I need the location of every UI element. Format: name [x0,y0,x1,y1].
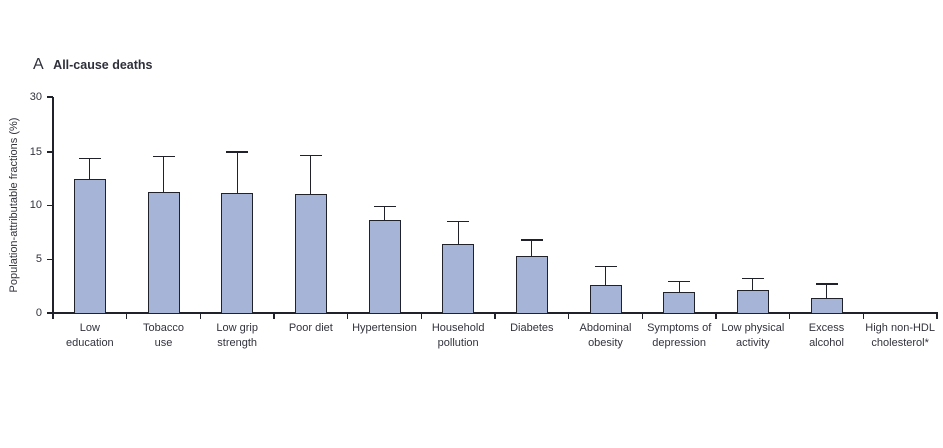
category-label-line: strength [217,336,258,349]
category-label-line: Abdominal [579,322,632,334]
category-label-line: Diabetes [510,322,554,334]
category-label-line: Poor diet [288,322,333,334]
error-bar-cap [520,239,543,241]
category-label-line: Hypertension [352,322,417,334]
error-bar-cap [447,221,470,223]
y-tick-label: 5 [35,252,42,265]
error-bar-line [383,206,386,220]
bar [736,290,769,313]
y-tick [46,151,53,153]
category-label-line: use [154,336,173,349]
x-tick [862,313,864,320]
category-label-line: alcohol [809,336,844,349]
category-label-line: Low [79,322,100,334]
error-bar-line [310,155,312,194]
category-label-line: activity [736,336,770,349]
category-label: Abdominal obesity [560,321,652,350]
y-tick [46,205,53,207]
bar [221,192,254,313]
error-bar-line [236,152,238,193]
bar [810,297,843,313]
x-tick [273,313,275,320]
x-tick [936,313,938,320]
category-label: Hypertension [339,321,431,336]
bar [589,285,622,313]
error-bar-cap [668,281,691,283]
category-label-line: Household [431,322,485,334]
category-label: Poor diet [265,321,357,336]
x-tick [494,313,496,320]
category-label: High non-HDL cholesterol* [854,321,943,350]
x-tick [52,313,54,320]
error-bar-cap [594,266,617,268]
error-bar-cap [299,154,322,156]
x-tick [789,313,791,320]
category-label-line: obesity [588,336,623,349]
category-label-line: depression [652,336,707,349]
y-tick-label: 0 [35,306,42,319]
bar [663,291,696,313]
bar [442,244,475,313]
category-label-line: pollution [437,336,479,349]
category-label: Household pollution [412,321,504,350]
error-bar-line [162,156,165,192]
x-tick [126,313,128,320]
category-label: Low grip strength [191,321,283,350]
category-label-line: High non-HDL [865,322,935,334]
x-tick [568,313,570,320]
bar [73,178,106,313]
panel-title-text: All-cause deaths [53,58,153,72]
panel-letter: A [33,56,45,73]
x-tick [641,313,643,320]
y-tick [46,96,53,98]
panel-title: A All-cause deaths [33,56,153,74]
error-bar-line [457,221,459,245]
y-tick-label: 30 [29,90,42,103]
error-bar-cap [741,278,764,280]
y-tick-label: 15 [29,145,42,158]
category-label-line: Low grip [216,322,258,334]
y-tick-label: 10 [29,199,42,212]
error-bar-cap [373,206,396,208]
error-bar-line [89,158,91,179]
error-bar-line [531,240,533,257]
category-label: Diabetes [486,321,578,336]
y-axis-line [52,97,54,313]
y-tick [46,312,53,314]
x-tick [715,313,717,320]
category-label: Symptoms of depression [633,321,725,350]
category-label-line: Low physical [721,322,785,334]
category-label-line: Symptoms of [647,322,712,334]
bar [147,191,180,313]
y-tick [46,258,53,260]
error-bar-line [825,284,828,298]
error-bar-line [604,266,607,286]
category-label-line: education [65,336,114,349]
error-bar-cap [815,283,838,285]
x-tick [420,313,422,320]
category-label-line: cholesterol* [871,336,929,349]
bar [368,219,401,313]
x-tick [199,313,201,320]
category-label: Low education [44,321,136,350]
error-bar-line [752,278,754,291]
category-label: Excess alcohol [781,321,873,350]
error-bar-line [678,281,680,292]
x-axis-line [52,312,938,314]
category-label: Low physical activity [707,321,799,350]
category-label: Tobacco use [118,321,210,350]
error-bar-cap [226,151,249,153]
error-bar-cap [152,155,175,157]
category-label-line: Excess [808,322,845,334]
bar [515,256,548,313]
error-bar-cap [78,157,101,160]
bar [294,193,327,313]
x-tick [347,313,349,320]
category-label-line: Tobacco [143,322,184,334]
